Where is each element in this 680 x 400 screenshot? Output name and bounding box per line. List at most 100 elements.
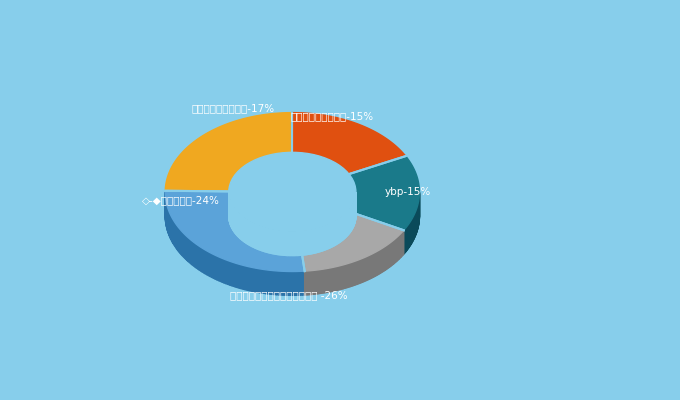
Polygon shape [333, 267, 334, 291]
Polygon shape [370, 254, 371, 279]
Polygon shape [222, 258, 224, 283]
Polygon shape [352, 262, 353, 286]
Polygon shape [272, 270, 275, 294]
Polygon shape [306, 271, 307, 295]
Polygon shape [264, 228, 265, 252]
Polygon shape [291, 232, 292, 256]
Polygon shape [270, 270, 272, 294]
Polygon shape [369, 255, 370, 279]
Polygon shape [329, 268, 330, 292]
Polygon shape [313, 270, 315, 294]
Polygon shape [283, 271, 285, 295]
Polygon shape [364, 257, 365, 282]
Polygon shape [262, 269, 264, 293]
Polygon shape [204, 249, 205, 274]
Polygon shape [317, 270, 318, 294]
Polygon shape [265, 228, 266, 252]
Polygon shape [190, 239, 191, 264]
Polygon shape [202, 248, 204, 273]
Polygon shape [366, 256, 367, 281]
Polygon shape [276, 230, 277, 254]
Polygon shape [268, 229, 269, 253]
Polygon shape [320, 270, 321, 294]
Polygon shape [301, 271, 303, 295]
Polygon shape [178, 227, 180, 252]
Polygon shape [260, 269, 262, 293]
Polygon shape [280, 231, 282, 255]
Polygon shape [173, 220, 174, 245]
Polygon shape [375, 252, 376, 276]
Polygon shape [194, 242, 195, 267]
Polygon shape [180, 230, 182, 255]
Polygon shape [316, 270, 317, 294]
Polygon shape [182, 232, 184, 257]
Polygon shape [395, 238, 396, 263]
Polygon shape [250, 222, 252, 246]
Polygon shape [326, 268, 328, 292]
Polygon shape [354, 261, 356, 285]
Polygon shape [175, 224, 177, 249]
Polygon shape [224, 259, 226, 284]
Polygon shape [362, 258, 363, 282]
Polygon shape [207, 251, 209, 276]
Polygon shape [299, 271, 301, 295]
Ellipse shape [228, 152, 356, 232]
Polygon shape [290, 232, 291, 256]
Polygon shape [279, 231, 280, 255]
Text: ◇-◆宿野村ビル-24%: ◇-◆宿野村ビル-24% [142, 195, 220, 205]
Polygon shape [289, 232, 290, 256]
Polygon shape [199, 246, 201, 271]
Polygon shape [312, 270, 313, 294]
Polygon shape [296, 272, 299, 295]
Polygon shape [254, 224, 255, 248]
Polygon shape [295, 232, 296, 256]
Polygon shape [275, 230, 276, 254]
Polygon shape [174, 221, 175, 246]
Polygon shape [250, 267, 252, 291]
Polygon shape [274, 230, 275, 254]
Polygon shape [388, 244, 389, 268]
Polygon shape [379, 249, 380, 274]
Polygon shape [393, 240, 394, 264]
Polygon shape [188, 238, 190, 263]
Polygon shape [376, 252, 377, 276]
Polygon shape [214, 254, 216, 279]
Polygon shape [172, 217, 173, 242]
Polygon shape [266, 228, 267, 252]
Polygon shape [309, 271, 311, 294]
Polygon shape [232, 262, 233, 286]
Polygon shape [345, 264, 347, 288]
Polygon shape [305, 271, 306, 295]
Polygon shape [307, 271, 309, 295]
Polygon shape [245, 219, 247, 244]
Polygon shape [267, 228, 268, 252]
Polygon shape [220, 258, 222, 282]
Polygon shape [350, 262, 351, 287]
Polygon shape [294, 232, 295, 256]
Polygon shape [351, 262, 352, 286]
Polygon shape [233, 262, 235, 287]
Polygon shape [342, 265, 343, 289]
Polygon shape [290, 272, 292, 295]
Polygon shape [277, 231, 278, 255]
Polygon shape [201, 247, 202, 272]
Polygon shape [230, 261, 232, 286]
Polygon shape [358, 260, 360, 284]
Polygon shape [373, 253, 374, 277]
Polygon shape [177, 226, 178, 251]
Polygon shape [187, 237, 188, 262]
Polygon shape [382, 248, 383, 272]
Polygon shape [256, 268, 258, 292]
Polygon shape [396, 237, 397, 261]
Polygon shape [217, 256, 219, 281]
Polygon shape [270, 229, 271, 253]
Polygon shape [389, 243, 390, 268]
Polygon shape [277, 271, 279, 295]
Polygon shape [278, 231, 279, 255]
Polygon shape [245, 266, 248, 290]
Polygon shape [288, 232, 289, 256]
Polygon shape [279, 271, 281, 295]
Polygon shape [216, 255, 217, 280]
Polygon shape [258, 268, 260, 293]
Polygon shape [256, 225, 257, 249]
